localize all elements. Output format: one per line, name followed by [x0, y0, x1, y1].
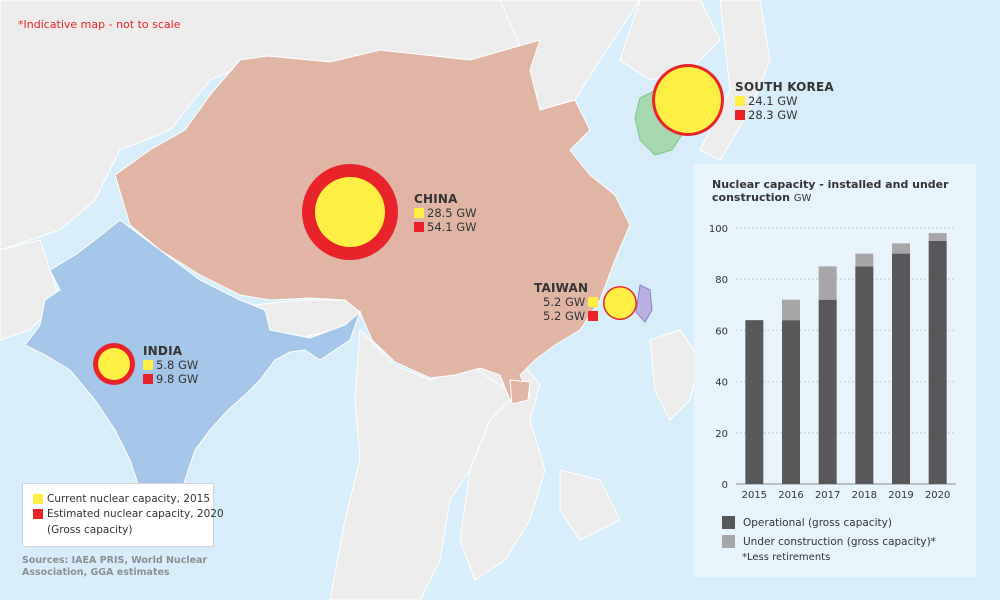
chart-legend-under-construction: Under construction (gross capacity)* — [722, 535, 936, 548]
bar-operational — [855, 266, 874, 484]
country-label-india: INDIA — [143, 344, 183, 358]
bar-chart: 0 20 40 60 80 100 2015 2016 2017 2018 2019 2020 — [709, 224, 956, 501]
y-tick-label: 0 — [722, 480, 728, 491]
bar-under-construction — [855, 253, 874, 267]
estimated-swatch — [33, 509, 43, 519]
sources: Sources: IAEA PRIS, World Nuclear Associ… — [22, 555, 208, 578]
china-estimated: 54.1 GW — [414, 220, 477, 234]
bar-operational — [745, 320, 764, 484]
y-tick-label: 60 — [715, 326, 728, 337]
china-bubble — [302, 164, 398, 260]
korea-bubble — [652, 64, 724, 136]
hainan-shape — [509, 379, 531, 405]
chart-unit: GW — [793, 193, 812, 204]
current-swatch — [33, 494, 43, 504]
india-current: 5.8 GW — [143, 358, 198, 372]
bar-operational — [928, 240, 947, 484]
bar-under-construction — [928, 233, 947, 241]
estimated-swatch — [143, 374, 153, 384]
legend-current: Current nuclear capacity, 2015 — [33, 493, 210, 505]
bar-under-construction — [892, 243, 910, 254]
x-tick-label: 2019 — [888, 490, 913, 501]
legend-gross-note: (Gross capacity) — [47, 524, 133, 536]
indicative-note: *Indicative map - not to scale — [18, 18, 181, 31]
taiwan-current: 5.2 GW — [543, 295, 599, 309]
chart-panel: Nuclear capacity - installed and under c… — [694, 164, 976, 577]
under-construction-swatch — [722, 535, 735, 548]
country-label-taiwan: TAIWAN — [534, 281, 589, 295]
current-swatch — [735, 96, 745, 106]
bar-operational — [892, 253, 910, 484]
x-tick-label: 2018 — [852, 490, 877, 501]
taiwan-bubble — [603, 286, 637, 320]
country-label-south-korea: SOUTH KOREA — [735, 80, 834, 94]
estimated-swatch — [735, 110, 745, 120]
legend-estimated: Estimated nuclear capacity, 2020 — [33, 508, 224, 520]
bar-operational — [782, 320, 800, 484]
estimated-swatch — [414, 222, 424, 232]
estimated-swatch — [588, 311, 599, 321]
india-shape — [24, 219, 362, 531]
x-tick-label: 2020 — [925, 490, 950, 501]
y-tick-label: 40 — [715, 378, 728, 389]
x-tick-label: 2015 — [742, 490, 767, 501]
bar-under-construction — [818, 266, 837, 300]
current-swatch — [414, 208, 424, 218]
china-current: 28.5 GW — [414, 206, 477, 220]
chart-footnote: *Less retirements — [742, 552, 831, 563]
korea-estimated: 28.3 GW — [735, 108, 798, 122]
current-swatch — [588, 297, 599, 307]
neighbour-land — [0, 0, 771, 600]
x-tick-label: 2017 — [815, 490, 840, 501]
korea-current: 24.1 GW — [735, 94, 798, 108]
bar-under-construction — [782, 299, 800, 321]
country-label-china: CHINA — [414, 192, 458, 206]
taiwan-shape — [635, 284, 653, 323]
current-swatch — [143, 360, 153, 370]
chart-legend-operational: Operational (gross capacity) — [722, 516, 892, 529]
india-estimated: 9.8 GW — [143, 372, 198, 386]
y-tick-label: 20 — [715, 429, 728, 440]
bar-operational — [818, 299, 837, 484]
chart-title: Nuclear capacity - installed and under c… — [712, 178, 949, 204]
y-tick-label: 80 — [715, 275, 728, 286]
taiwan-estimated: 5.2 GW — [543, 309, 599, 323]
operational-swatch — [722, 516, 735, 529]
y-tick-label: 100 — [709, 224, 728, 235]
x-tick-label: 2016 — [778, 490, 803, 501]
map-legend: Current nuclear capacity, 2015 Estimated… — [22, 483, 224, 547]
india-bubble — [93, 343, 135, 385]
